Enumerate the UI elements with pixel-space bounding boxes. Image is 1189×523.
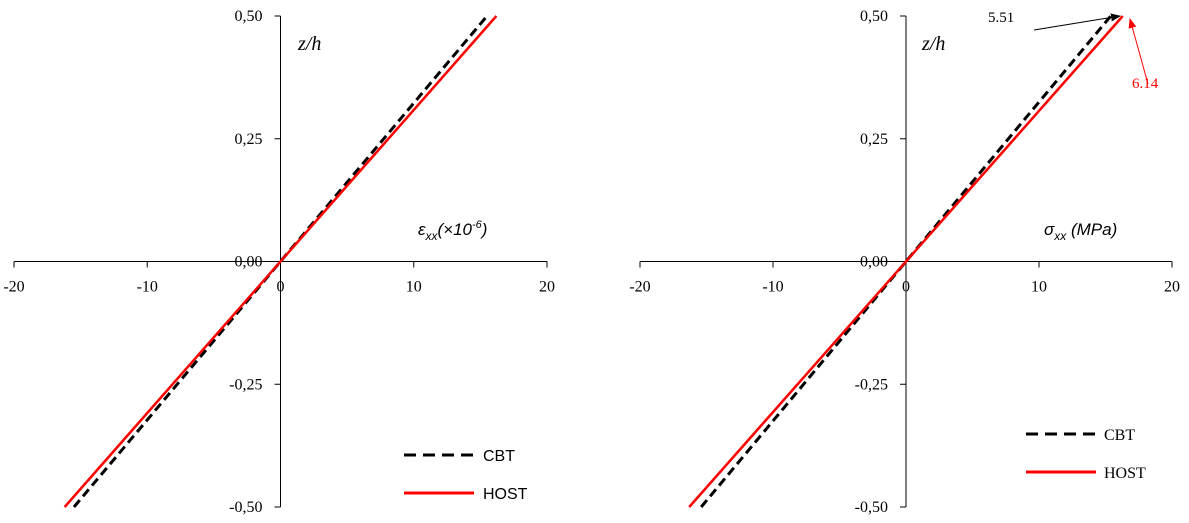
chart-panel-1: -20 -10 0 10 20 -0,50 -0,25 0,00 0,25 0,50 z/h εxx(… [3,8,555,516]
x-axis-label-symbol: σ [1044,220,1055,239]
x-tick-label: -10 [137,279,158,296]
legend-label-host: HOST [1104,465,1146,482]
series-line-cbt [72,15,489,508]
x-axis-label-main: (MPa) [1066,220,1117,239]
chart-panel-2: -20 -10 0 10 20 -0,50 -0,25 0,00 0,25 0,50 z/h σxx … [629,8,1180,516]
x-tick-label: 20 [539,279,555,296]
x-axis-label-subscript: xx [424,229,438,243]
x-axis-label-main: (×10 [437,220,472,239]
y-tick-label: -0,25 [229,376,262,393]
legend: CBT HOST [404,448,528,503]
x-tick-label: 0 [902,279,910,296]
y-tick-label: -0,50 [855,499,888,516]
y-tick-label: 0,50 [860,8,888,25]
series-line-cbt [700,15,1112,508]
legend-label-cbt: CBT [1104,427,1135,444]
x-tick-label: 0 [277,279,285,296]
y-tick-label: -0,50 [229,499,262,516]
x-axis-label-subscript: xx [1053,229,1067,243]
y-tick-label: -0,25 [855,376,888,393]
x-tick-label: -20 [629,279,650,296]
annotation-label: 6.14 [1132,76,1159,92]
annotation-arrow [1033,13,1121,31]
x-axis-label-superscript: -6 [472,219,483,231]
x-axis-label-close: ) [480,220,488,239]
x-axis-label-symbol: ε [418,220,426,239]
x-tick-label: 10 [1031,279,1047,296]
series-line-host [63,15,498,508]
y-tick-label: 0,00 [860,254,888,271]
y-tick-label: 0,50 [235,8,263,25]
x-tick-label: 10 [406,279,422,296]
x-axis-label: εxx(×10-6) [418,219,487,243]
x-axis-label: σxx (MPa) [1044,220,1117,243]
annotation-label: 5.51 [988,10,1014,26]
y-tick-label: 0,25 [235,131,263,148]
legend: CBT HOST [1026,427,1146,482]
legend-label-cbt: CBT [483,448,515,465]
y-axis-label: z/h [921,33,945,55]
x-tick-label: 20 [1164,279,1180,296]
series-line-host [688,15,1124,508]
annotation-arrow [1128,18,1149,85]
y-axis-label: z/h [297,33,321,55]
x-tick-label: -10 [762,279,783,296]
x-tick-label: -20 [3,279,24,296]
y-tick-label: 0,00 [235,254,263,271]
legend-label-host: HOST [483,486,528,503]
y-tick-label: 0,25 [860,131,888,148]
